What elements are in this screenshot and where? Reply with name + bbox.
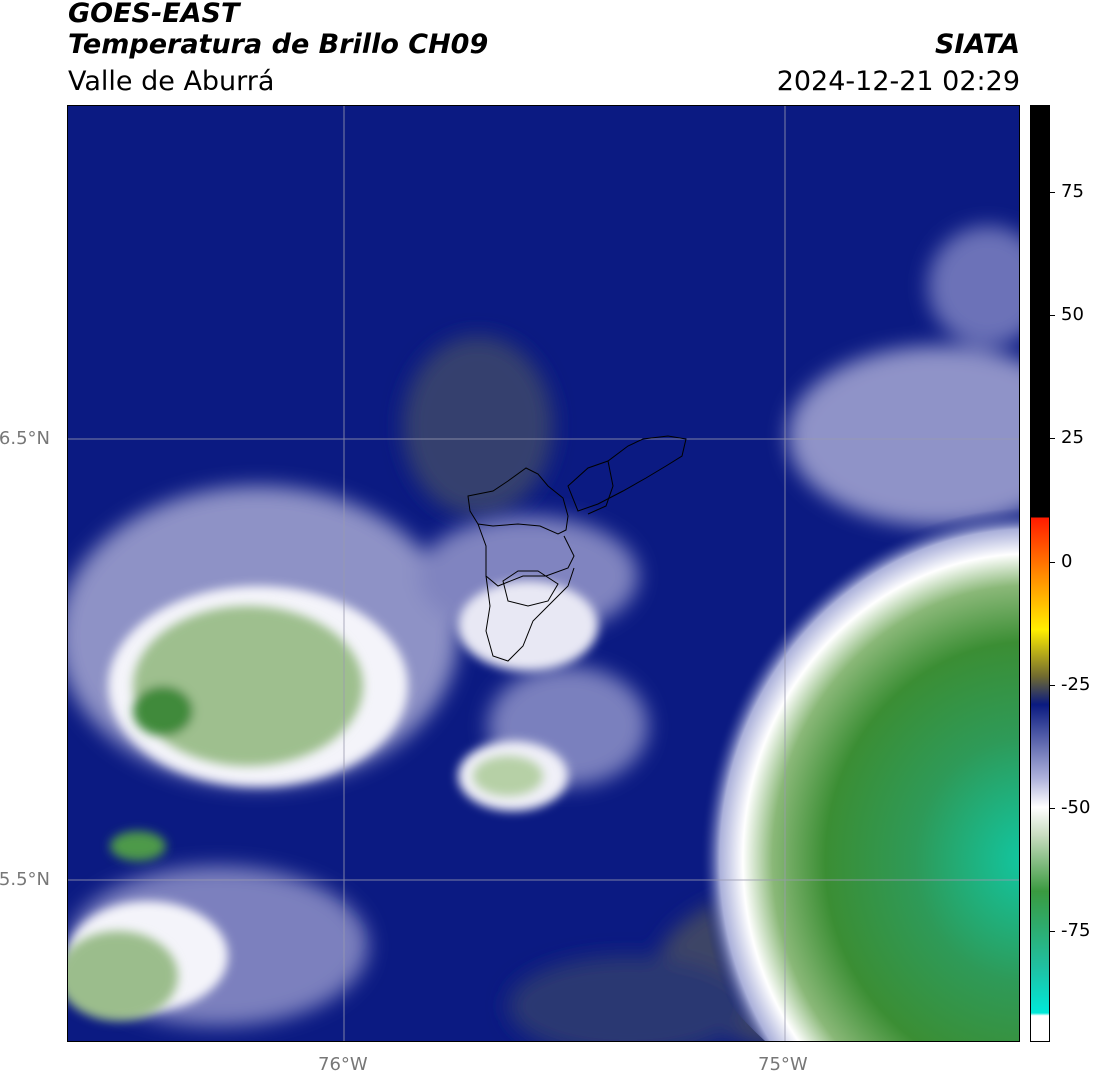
colorbar-tick-label: -75 bbox=[1061, 920, 1091, 941]
timestamp-label: 2024-12-21 02:29 bbox=[776, 66, 1020, 97]
colorbar-tick-mark bbox=[1049, 438, 1055, 439]
colorbar-tick-mark bbox=[1049, 808, 1055, 809]
lon-label: 76°W bbox=[318, 1054, 368, 1075]
cold-tops-west bbox=[68, 606, 543, 1021]
colorbar bbox=[1030, 105, 1050, 1042]
colorbar-tick-label: 25 bbox=[1061, 427, 1084, 448]
colorbar-tick-label: 50 bbox=[1061, 304, 1084, 325]
lat-label: 6.5°N bbox=[0, 428, 50, 449]
colorbar-tick-label: -25 bbox=[1061, 674, 1091, 695]
colorbar-tick-label: -50 bbox=[1061, 797, 1091, 818]
colorbar-tick-mark bbox=[1049, 315, 1055, 316]
colorbar-tick-mark bbox=[1049, 685, 1055, 686]
colorbar-tick-mark bbox=[1049, 192, 1055, 193]
colorbar-tick-mark bbox=[1049, 931, 1055, 932]
colorbar-tick-label: 75 bbox=[1061, 181, 1084, 202]
region-subtitle: Valle de Aburrá bbox=[68, 66, 275, 97]
product-title: Temperatura de Brillo CH09 bbox=[68, 29, 489, 60]
cold-top-east bbox=[658, 476, 1019, 1041]
satellite-map[interactable] bbox=[67, 105, 1020, 1042]
lon-label: 75°W bbox=[758, 1054, 808, 1075]
brightness-temperature-field bbox=[68, 106, 1019, 1041]
satellite-title: GOES-EAST bbox=[68, 0, 240, 29]
municipal-boundaries bbox=[467, 435, 687, 662]
lat-label: 5.5°N bbox=[0, 869, 50, 890]
colorbar-tick-label: 0 bbox=[1061, 551, 1073, 572]
organization-label: SIATA bbox=[934, 29, 1020, 60]
graticule bbox=[68, 106, 1019, 1041]
colorbar-tick-mark bbox=[1049, 562, 1055, 563]
